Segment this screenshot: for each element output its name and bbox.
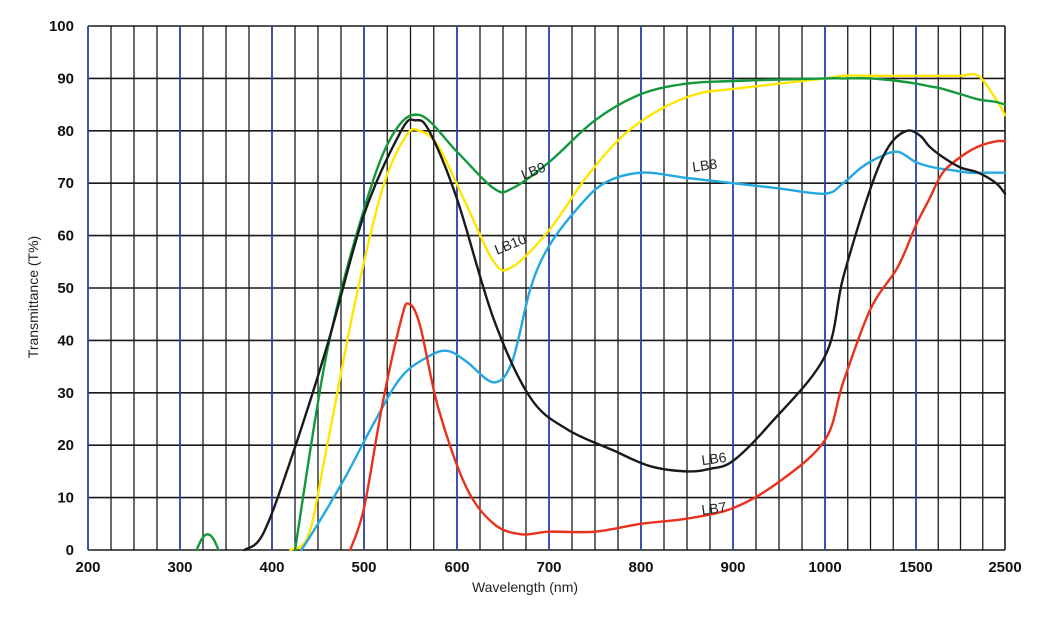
x-tick-label: 2500 xyxy=(988,559,1021,576)
series-line-lb9 xyxy=(293,77,1007,552)
x-tick-label: 900 xyxy=(720,559,745,576)
x-tick-label: 300 xyxy=(167,559,192,576)
axis-layer: 0 10 20 30 40 50 60 70 80 90 100 200 300 400 500 600 700… xyxy=(49,18,1022,576)
series-label-lb7: LB7 xyxy=(700,499,727,518)
y-tick-label: 80 xyxy=(57,123,74,140)
x-tick-label: 600 xyxy=(444,559,469,576)
y-tick-label: 10 xyxy=(57,490,74,507)
y-tick-label: 90 xyxy=(57,70,74,87)
x-tick-label: 200 xyxy=(75,559,100,576)
y-tick-label: 30 xyxy=(57,385,74,402)
annotation-layer: LB6 LB7 LB8 LB9 LB10 xyxy=(492,155,727,518)
y-tick-label: 60 xyxy=(57,228,74,245)
series-layer xyxy=(195,72,1007,552)
x-tick-label: 1500 xyxy=(899,559,932,576)
x-tick-label: 400 xyxy=(259,559,284,576)
y-tick-label: 100 xyxy=(49,18,74,35)
series-line-lb10 xyxy=(289,72,1007,552)
y-tick-label: 70 xyxy=(57,175,74,192)
series-line-lb6 xyxy=(243,118,1007,552)
grid xyxy=(87,25,1006,551)
x-tick-label: 1000 xyxy=(808,559,841,576)
x-axis-title: Wavelength (nm) xyxy=(472,579,578,595)
series-line-uv-bump xyxy=(195,533,220,552)
series-line-lb8 xyxy=(300,150,1007,552)
y-tick-label: 40 xyxy=(57,332,74,349)
series-line-lb7 xyxy=(349,139,1007,552)
series-label-lb8: LB8 xyxy=(691,155,718,174)
y-tick-label: 0 xyxy=(66,542,74,559)
x-tick-label: 700 xyxy=(536,559,561,576)
y-axis-title: Transmittance (T%) xyxy=(25,236,41,358)
y-tick-label: 20 xyxy=(57,437,74,454)
x-tick-label: 500 xyxy=(351,559,376,576)
series-label-lb10: LB10 xyxy=(492,230,529,257)
x-tick-label: 800 xyxy=(628,559,653,576)
series-label-lb6: LB6 xyxy=(700,449,727,468)
y-tick-label: 50 xyxy=(57,280,74,297)
series-label-lb9: LB9 xyxy=(519,159,548,183)
